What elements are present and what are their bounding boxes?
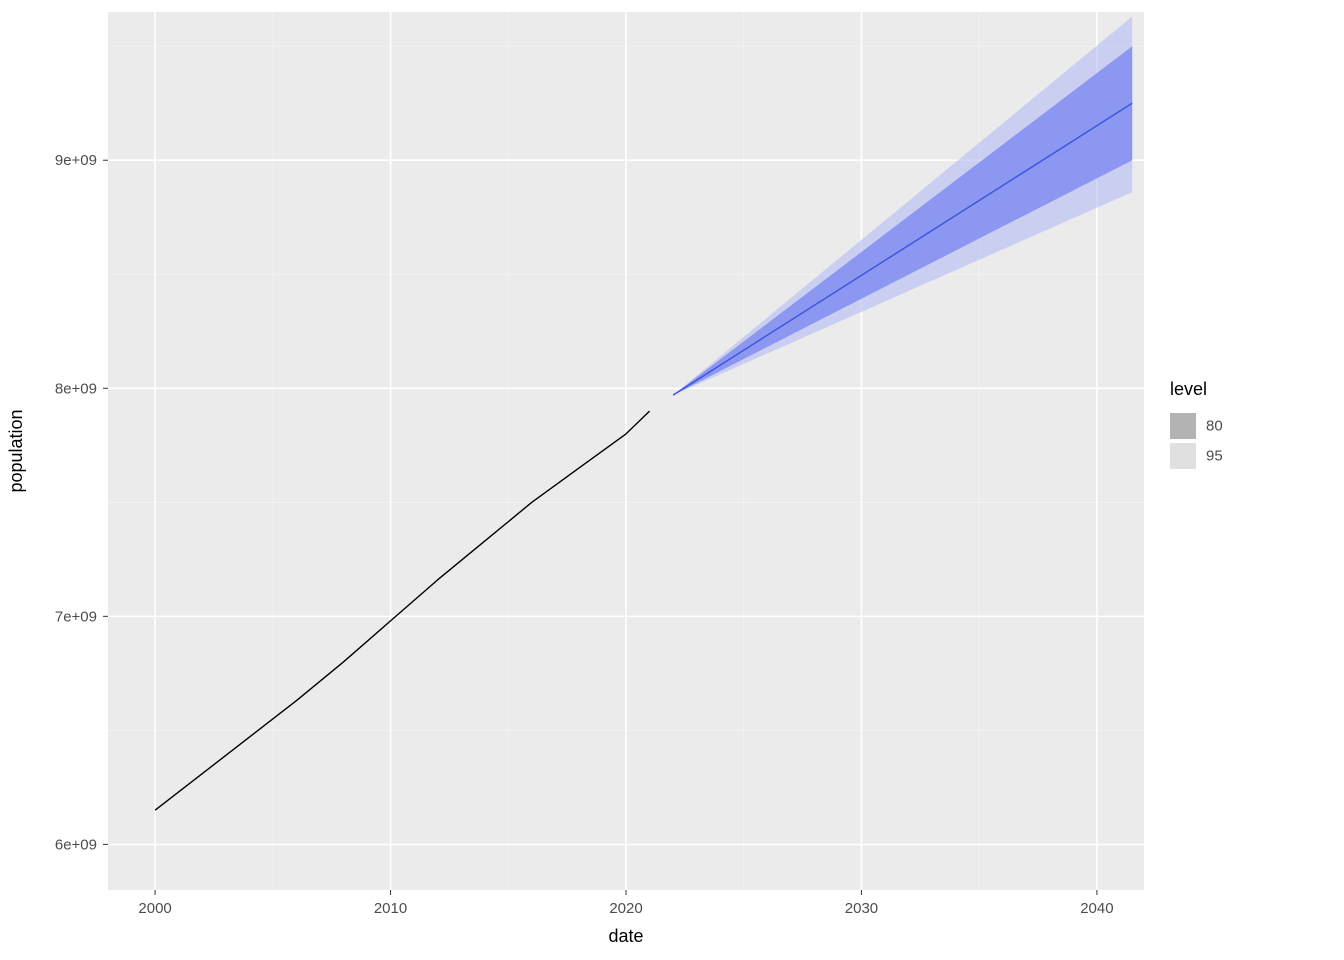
x-tick-label: 2020 xyxy=(609,900,642,917)
legend-swatch xyxy=(1170,443,1196,469)
y-tick-label: 6e+09 xyxy=(55,836,97,853)
legend-swatch xyxy=(1170,413,1196,439)
x-axis-title: date xyxy=(608,926,643,946)
x-tick-label: 2000 xyxy=(138,900,171,917)
y-tick-label: 9e+09 xyxy=(55,152,97,169)
chart-container: 2000 2010 2020 2030 2040 6e+09 7e+09 8e+09 9e+09… xyxy=(0,0,1344,960)
x-tick-label: 2040 xyxy=(1080,900,1113,917)
y-tick-label: 8e+09 xyxy=(55,380,97,397)
x-tick-label: 2030 xyxy=(845,900,878,917)
legend-label: 80 xyxy=(1206,418,1223,435)
y-axis-title: population xyxy=(6,409,26,492)
legend-title: level xyxy=(1170,379,1207,399)
x-tick-label: 2010 xyxy=(374,900,407,917)
y-tick-label: 7e+09 xyxy=(55,608,97,625)
legend-label: 95 xyxy=(1206,448,1223,465)
forecast-chart: 2000 2010 2020 2030 2040 6e+09 7e+09 8e+09 9e+09… xyxy=(0,0,1344,960)
